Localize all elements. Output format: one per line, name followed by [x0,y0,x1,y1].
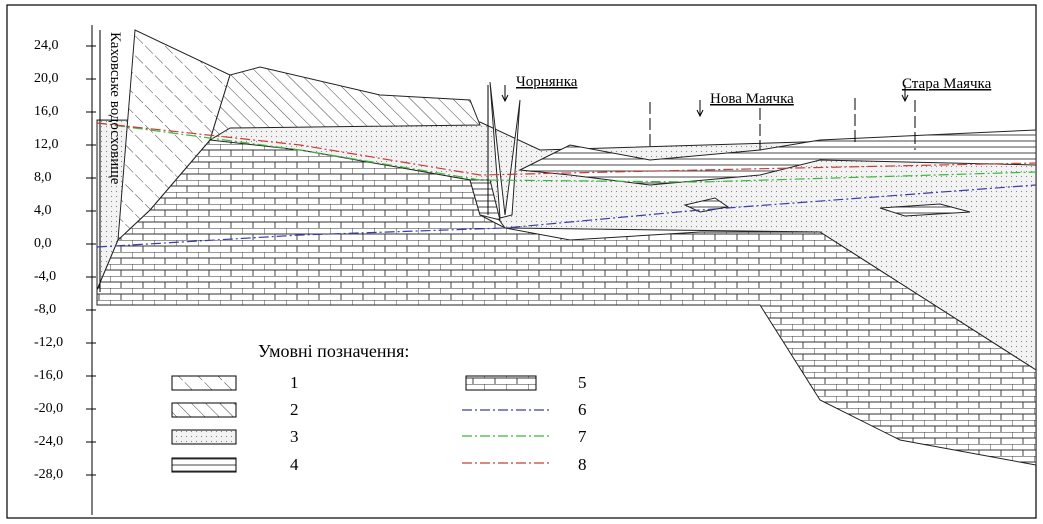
y-tick-label: -24,0 [34,434,63,449]
y-tick-label: 8,0 [34,170,52,185]
legend-title: Умовні позначення: [258,341,409,361]
legend-swatch [172,403,236,417]
y-tick-label: -20,0 [34,401,63,416]
legend: Умовні позначення: 1 2 3 4 5 6 7 8 [172,341,587,474]
place-label: Нова Маячка [710,91,794,107]
y-tick-label: -8,0 [34,302,56,317]
legend-label: 3 [290,427,299,446]
y-axis: 24,0 20,0 16,0 12,0 8,0 4,0 0,0 -4,0 -8,0 -12,0 -1… [34,25,96,515]
y-tick-label: -16,0 [34,368,63,383]
y-tick-label: 0,0 [34,236,52,251]
y-tick-label: 12,0 [34,137,59,152]
strata [97,30,1036,465]
place-label: Стара Маячка [902,76,992,92]
arrow [502,85,508,101]
y-tick-label: -4,0 [34,269,56,284]
legend-label: 8 [578,455,587,474]
arrow [697,100,703,116]
legend-label: 6 [578,400,587,419]
y-tick-label: -28,0 [34,467,63,482]
legend-swatch [172,376,236,390]
y-tick-label: 16,0 [34,104,59,119]
legend-swatch [172,430,236,444]
y-tick-label: 24,0 [34,38,59,53]
legend-label: 1 [290,373,299,392]
reservoir-label: Каховське водосховище [107,32,123,185]
y-tick-label: 20,0 [34,71,59,86]
y-tick-label: -12,0 [34,335,63,350]
legend-swatch [172,458,236,472]
geological-section: 24,0 20,0 16,0 12,0 8,0 4,0 0,0 -4,0 -8,0 -12,0 -1… [0,0,1043,524]
legend-label: 2 [290,400,299,419]
legend-swatch [466,376,536,390]
legend-label: 5 [578,373,587,392]
legend-label: 4 [290,455,299,474]
y-tick-label: 4,0 [34,203,52,218]
place-label: Чорнянка [516,74,578,90]
legend-label: 7 [578,427,587,446]
